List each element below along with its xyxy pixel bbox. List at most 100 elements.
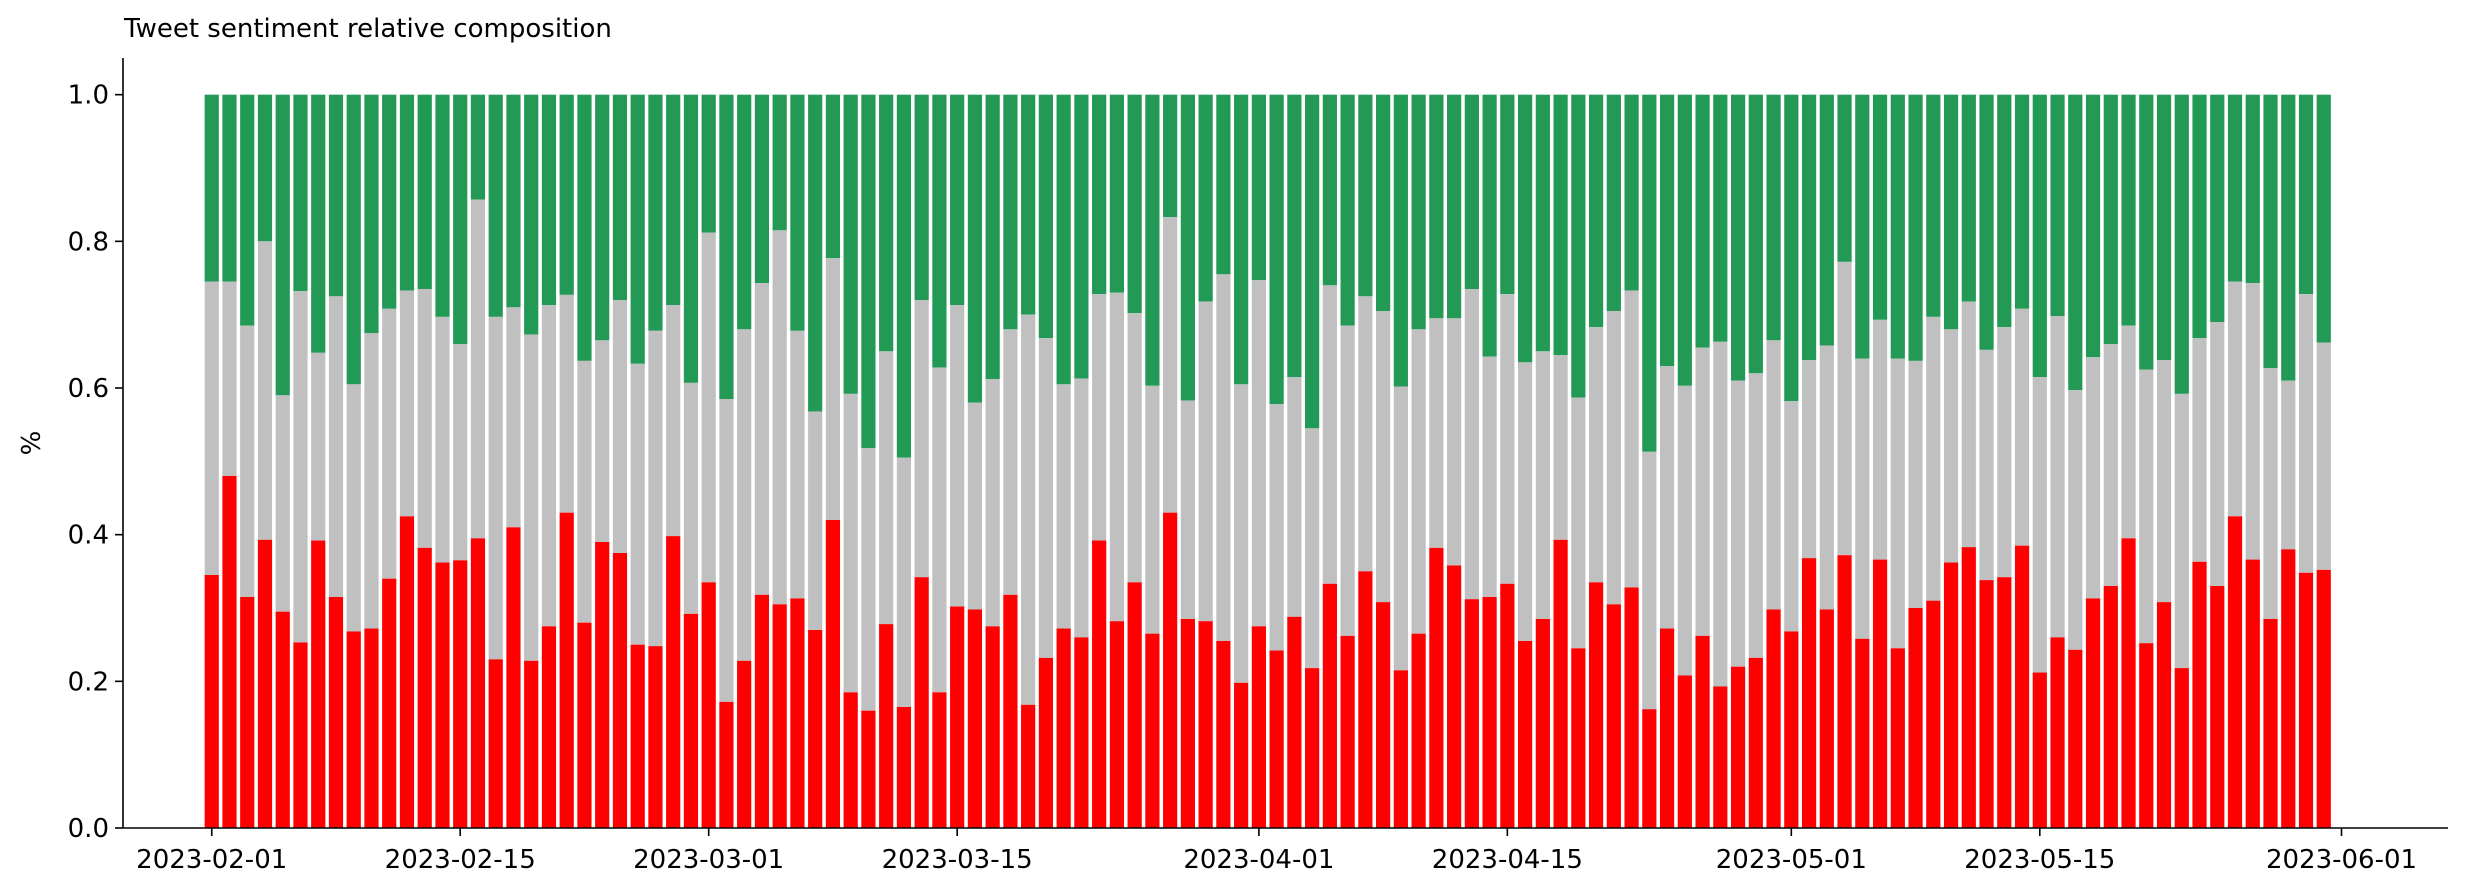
bar-negative [1056, 628, 1071, 828]
bar-positive [275, 94, 290, 396]
bar-positive [1819, 94, 1834, 346]
bar-positive [612, 94, 628, 300]
bar-positive [1500, 94, 1515, 295]
bar-negative [985, 626, 1000, 828]
bar-positive [737, 94, 752, 330]
bar-negative [2032, 672, 2047, 828]
bar-neutral [1819, 345, 1834, 610]
bar-positive [1393, 94, 1408, 387]
bar-negative [1145, 633, 1160, 828]
bar-neutral [328, 296, 344, 597]
bar-negative [1234, 682, 1249, 828]
bar-negative [257, 539, 273, 828]
bar-neutral [2316, 342, 2331, 570]
bar-positive [222, 94, 237, 282]
bar-positive [2192, 94, 2207, 339]
bar-positive [719, 94, 734, 400]
x-tick-label: 2023-05-15 [1964, 845, 2115, 875]
bar-neutral [666, 305, 681, 537]
bar-negative [1340, 635, 1355, 828]
bar-negative [1216, 641, 1231, 828]
bar-positive [914, 94, 929, 300]
bar-neutral [1748, 373, 1763, 658]
bar-positive [630, 94, 645, 364]
bar-positive [754, 94, 770, 284]
bar-negative [1890, 648, 1905, 828]
bar-positive [1837, 94, 1852, 262]
bar-positive [1109, 94, 1124, 293]
bar-positive [453, 94, 468, 344]
bar-negative [399, 516, 415, 828]
bar-neutral [1251, 280, 1266, 627]
bar-negative [861, 710, 876, 828]
bar-negative [488, 659, 503, 828]
bar-negative [1943, 562, 1959, 828]
bar-negative [2192, 561, 2207, 828]
bar-positive [1730, 94, 1746, 381]
bar-neutral [737, 329, 752, 661]
bar-neutral [1535, 351, 1550, 619]
bar-negative [1855, 638, 1870, 828]
bar-neutral [843, 393, 858, 693]
bar-negative [1837, 555, 1852, 828]
bar-neutral [1730, 380, 1746, 667]
bar-positive [2121, 94, 2136, 326]
bar-negative [843, 692, 858, 828]
bar-positive [1926, 94, 1941, 317]
bar-positive [879, 94, 894, 352]
bar-neutral [2085, 357, 2101, 599]
bar-neutral [577, 360, 592, 623]
bar-negative [1677, 675, 1692, 828]
bar-negative [1588, 582, 1604, 828]
bar-negative [772, 604, 787, 828]
bar-neutral [1305, 428, 1320, 669]
bar-positive [595, 94, 610, 341]
bar-neutral [914, 300, 929, 578]
bar-negative [240, 597, 255, 828]
bar-neutral [1340, 325, 1355, 636]
bar-negative [2014, 545, 2030, 828]
bar-negative [1287, 616, 1302, 828]
bar-neutral [950, 305, 965, 607]
bar-neutral [683, 382, 699, 614]
bar-negative [1021, 704, 1036, 828]
bar-positive [1092, 94, 1107, 295]
bar-positive [1908, 94, 1923, 361]
bar-neutral [1358, 296, 1373, 572]
bar-neutral [275, 395, 290, 612]
bar-positive [1021, 94, 1036, 315]
bar-negative [1003, 594, 1018, 828]
bar-positive [1163, 94, 1178, 218]
x-tick-label: 2023-03-15 [882, 845, 1033, 875]
bar-negative [1872, 559, 1888, 828]
bar-neutral [1997, 327, 2012, 578]
bar-negative [701, 582, 716, 828]
bar-positive [2316, 94, 2331, 343]
bar-neutral [1766, 340, 1781, 610]
bar-positive [2156, 94, 2172, 361]
bar-positive [1251, 94, 1266, 281]
bar-positive [2281, 94, 2296, 381]
bar-negative [719, 701, 734, 828]
bar-neutral [417, 289, 432, 548]
bar-positive [1056, 94, 1071, 385]
bar-positive [1943, 94, 1959, 330]
bar-neutral [1198, 301, 1213, 622]
bar-neutral [648, 330, 663, 647]
bar-neutral [1500, 294, 1515, 584]
bar-neutral [1056, 384, 1071, 629]
bar-negative [524, 660, 539, 828]
bar-positive [950, 94, 965, 306]
bar-positive [524, 94, 539, 335]
bar-positive [382, 94, 397, 309]
bar-neutral [346, 384, 361, 632]
bar-neutral [2139, 369, 2154, 644]
bar-positive [1801, 94, 1817, 361]
bar-negative [417, 547, 432, 828]
bar-neutral [2121, 325, 2136, 539]
bars-group [204, 94, 2331, 828]
bar-negative [648, 646, 663, 828]
bar-neutral [1624, 290, 1639, 588]
